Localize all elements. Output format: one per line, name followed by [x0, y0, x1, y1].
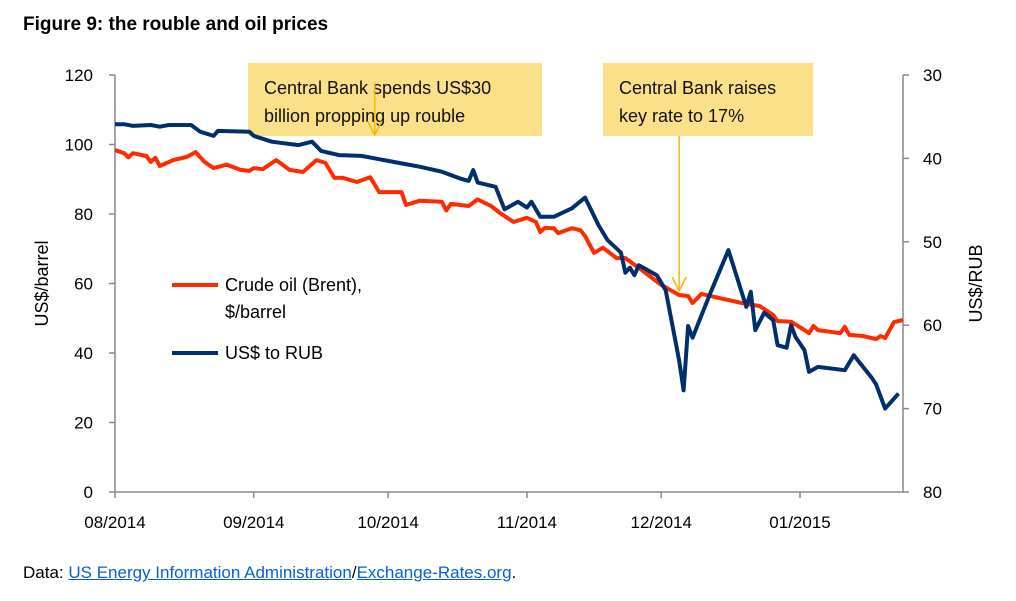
y-tick-label: 0 — [84, 483, 93, 502]
x-tick-label: 08/2014 — [84, 513, 145, 532]
y-tick-label: 20 — [74, 414, 93, 433]
annotation-2: Central Bank raises key rate to 17% — [603, 63, 813, 136]
annotation-arrow-2 — [671, 136, 687, 293]
x-tick-label: 09/2014 — [223, 513, 284, 532]
source-prefix: Data: — [23, 563, 69, 582]
y-tick-label: 40 — [74, 344, 93, 363]
x-tick-label: 11/2014 — [497, 513, 557, 532]
y-tick-label: 100 — [65, 136, 93, 155]
y-axis-label: US$/barrel — [32, 240, 52, 326]
annotation-box — [248, 63, 542, 136]
eia-link[interactable]: US Energy Information Administration — [68, 563, 352, 582]
y2-tick-label: 30 — [923, 66, 942, 85]
annotation-1: Central Bank spends US$30 billion proppin… — [248, 63, 542, 136]
y2-tick-label: 60 — [923, 316, 942, 335]
data-source: Data: US Energy Information Administrati… — [23, 563, 516, 583]
x-tick-label: 10/2014 — [357, 513, 418, 532]
arrow-head — [367, 120, 383, 137]
annotation-arrow-1 — [367, 82, 383, 137]
exchange-rates-link[interactable]: Exchange-Rates.org — [356, 563, 512, 582]
y2-tick-label: 80 — [923, 483, 942, 502]
y2-axis-label: US$/RUB — [966, 244, 986, 322]
arrow-head — [671, 276, 687, 293]
y-tick-label: 80 — [74, 205, 93, 224]
y2-tick-label: 50 — [923, 233, 942, 252]
y2-tick-label: 40 — [923, 149, 942, 168]
annotation-text: billion propping up rouble — [264, 106, 465, 126]
x-tick-label: 12/2014 — [631, 513, 692, 532]
legend-label: Crude oil (Brent), — [225, 275, 362, 295]
usd-rub-line — [115, 122, 900, 411]
legend-label: $/barrel — [225, 302, 286, 322]
y-tick-label: 60 — [74, 275, 93, 294]
legend-label: US$ to RUB — [225, 343, 323, 363]
y2-tick-label: 70 — [923, 400, 942, 419]
source-suffix: . — [511, 563, 517, 582]
y-tick-label: 120 — [65, 66, 93, 85]
annotation-box — [603, 63, 813, 136]
oil-price-line — [114, 148, 904, 342]
annotation-text: Central Bank spends US$30 — [264, 78, 491, 98]
annotation-text: Central Bank raises — [619, 78, 776, 98]
annotation-text: key rate to 17% — [619, 106, 744, 126]
x-tick-label: 01/2015 — [769, 513, 830, 532]
figure-title: Figure 9: the rouble and oil prices — [23, 14, 329, 35]
source-separator: / — [351, 563, 357, 582]
